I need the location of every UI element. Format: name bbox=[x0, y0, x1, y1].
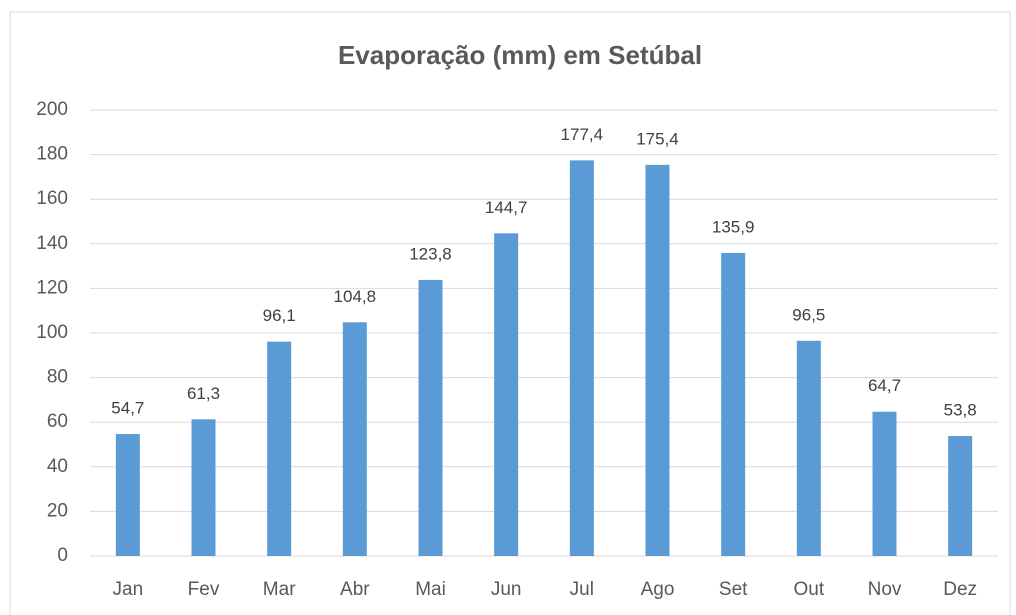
x-tick-label: Ago bbox=[641, 579, 675, 600]
bar bbox=[418, 279, 443, 556]
bar bbox=[645, 164, 670, 556]
data-label: 177,4 bbox=[561, 125, 604, 144]
data-label: 64,7 bbox=[868, 376, 901, 395]
y-tick-label: 60 bbox=[47, 411, 68, 432]
y-tick-label: 200 bbox=[36, 99, 68, 120]
data-label: 96,5 bbox=[792, 305, 825, 324]
x-tick-label: Dez bbox=[943, 579, 977, 600]
y-tick-label: 100 bbox=[36, 322, 68, 343]
x-tick-label: Set bbox=[719, 579, 748, 600]
y-tick-label: 80 bbox=[47, 367, 68, 388]
chart-title: Evaporação (mm) em Setúbal bbox=[338, 40, 702, 70]
data-label: 61,3 bbox=[187, 384, 220, 403]
y-tick-label: 20 bbox=[47, 500, 68, 521]
bar bbox=[872, 411, 897, 556]
bar bbox=[115, 434, 140, 556]
x-tick-label: Nov bbox=[868, 579, 902, 600]
x-tick-label: Jan bbox=[113, 579, 144, 600]
data-label: 135,9 bbox=[712, 217, 755, 236]
data-label: 104,8 bbox=[334, 287, 377, 306]
data-label: 96,1 bbox=[263, 306, 296, 325]
bar bbox=[569, 160, 594, 556]
data-label: 144,7 bbox=[485, 198, 528, 217]
y-tick-label: 160 bbox=[36, 188, 68, 209]
bar bbox=[267, 341, 292, 556]
data-label: 54,7 bbox=[111, 399, 144, 418]
y-tick-label: 180 bbox=[36, 144, 68, 165]
bar bbox=[494, 233, 519, 556]
bar bbox=[948, 436, 973, 556]
x-tick-label: Jun bbox=[491, 579, 522, 600]
bar bbox=[342, 322, 367, 556]
x-tick-label: Abr bbox=[340, 579, 370, 600]
y-tick-label: 140 bbox=[36, 233, 68, 254]
bar bbox=[796, 340, 821, 556]
data-label: 175,4 bbox=[636, 129, 679, 148]
data-label: 123,8 bbox=[409, 244, 452, 263]
bar bbox=[191, 419, 216, 556]
bar bbox=[721, 252, 746, 556]
x-tick-label: Out bbox=[794, 579, 825, 600]
data-label: 53,8 bbox=[944, 401, 977, 420]
y-tick-label: 0 bbox=[57, 545, 68, 566]
y-tick-label: 120 bbox=[36, 277, 68, 298]
x-tick-label: Mar bbox=[263, 579, 296, 600]
x-tick-label: Jul bbox=[570, 579, 594, 600]
y-tick-label: 40 bbox=[47, 456, 68, 477]
x-tick-label: Mai bbox=[415, 579, 446, 600]
x-tick-label: Fev bbox=[188, 579, 220, 600]
